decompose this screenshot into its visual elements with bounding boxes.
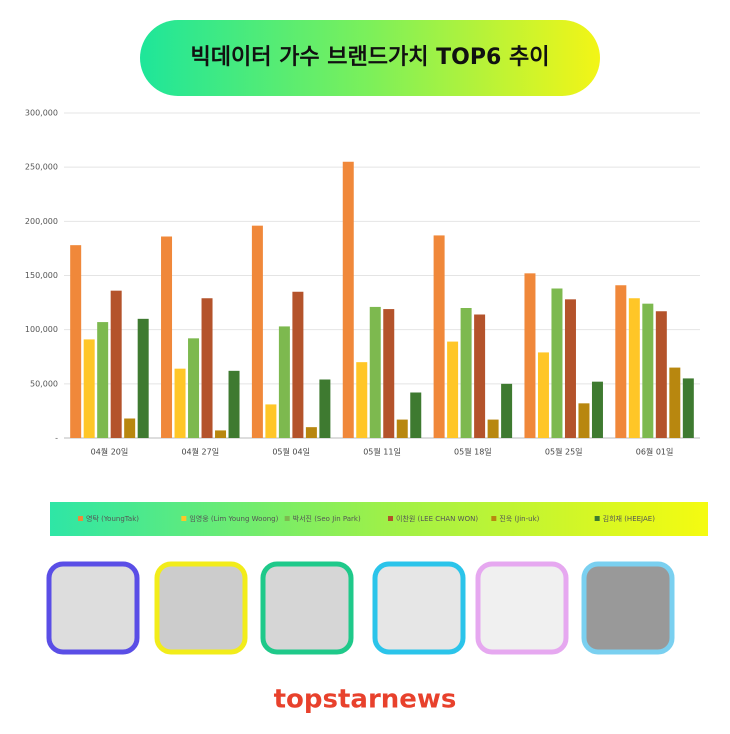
legend-label: 김희재 (HEEJAE)	[603, 514, 656, 523]
x-tick-label: 06월 01일	[636, 447, 674, 457]
bar	[433, 235, 445, 438]
bar	[70, 245, 82, 438]
bar	[669, 367, 681, 438]
bar	[83, 339, 95, 438]
bar	[369, 306, 381, 438]
bar	[356, 362, 368, 438]
x-tick-label: 04월 20일	[91, 447, 129, 457]
bar	[305, 427, 317, 438]
bar	[137, 318, 149, 438]
legend-label: 이찬원 (LEE CHAN WON)	[396, 514, 478, 523]
bar	[110, 290, 122, 438]
bar	[292, 291, 304, 438]
bar	[591, 381, 603, 438]
legend-swatch	[594, 516, 600, 521]
y-tick-label: 150,000	[25, 271, 58, 280]
photo-frame	[372, 561, 466, 655]
y-tick-label: 200,000	[25, 217, 58, 226]
bar	[537, 352, 549, 438]
bar	[578, 403, 590, 438]
photo-frame	[475, 561, 569, 655]
bar	[564, 299, 576, 438]
legend-swatch	[388, 516, 393, 521]
x-tick-label: 05월 11일	[363, 447, 401, 457]
legend-label: 임영웅 (Lim Young Woong)	[189, 514, 278, 523]
legend-label: 영탁 (YoungTak)	[86, 514, 139, 523]
legend-label: 진욱 (Jin-uk)	[499, 514, 539, 523]
y-tick-label: 50,000	[30, 379, 58, 388]
photo-frame	[581, 561, 675, 655]
legend-swatch	[181, 516, 187, 521]
bar	[447, 341, 459, 438]
x-tick-label: 05월 04일	[272, 447, 310, 457]
bar	[124, 418, 136, 438]
bar	[383, 309, 395, 438]
bar	[319, 379, 331, 438]
bar	[642, 303, 654, 438]
bar	[174, 368, 186, 438]
bar	[97, 322, 109, 438]
footer-logo: topstarnews	[274, 685, 457, 715]
legend-swatch	[78, 516, 83, 521]
bar	[342, 161, 354, 438]
bar	[188, 338, 200, 438]
photo-frame	[46, 561, 140, 655]
bar	[251, 225, 263, 438]
legend-swatch	[284, 516, 290, 521]
x-tick-label: 05월 25일	[545, 447, 583, 457]
y-tick-label: 250,000	[25, 163, 58, 172]
photos	[46, 561, 675, 655]
photo-frame	[260, 561, 354, 655]
bar	[501, 383, 513, 438]
bar	[682, 378, 694, 438]
bar	[278, 326, 290, 438]
y-tick-label: -	[55, 434, 58, 443]
legend-swatch	[491, 516, 497, 521]
bar	[487, 419, 499, 438]
legend-label: 박서진 (Seo Jin Park)	[293, 514, 361, 523]
bar	[396, 419, 408, 438]
bar	[161, 236, 173, 438]
bar	[615, 285, 627, 438]
photo-frame	[154, 561, 248, 655]
title-pill	[140, 20, 600, 96]
bar	[551, 288, 563, 438]
bar	[228, 370, 240, 438]
bar	[410, 392, 422, 438]
bar	[524, 273, 536, 438]
bar	[628, 298, 640, 438]
bar	[460, 308, 472, 438]
chart-title: 빅데이터 가수 브랜드가치 TOP6 추이	[191, 45, 550, 70]
bar	[474, 314, 486, 438]
bar	[265, 404, 277, 438]
bar	[655, 311, 667, 438]
x-tick-label: 05월 18일	[454, 447, 492, 457]
bar	[201, 298, 213, 438]
bar	[215, 430, 227, 438]
y-tick-label: 300,000	[25, 109, 58, 118]
y-tick-label: 100,000	[25, 325, 58, 334]
x-tick-label: 04월 27일	[181, 447, 219, 457]
